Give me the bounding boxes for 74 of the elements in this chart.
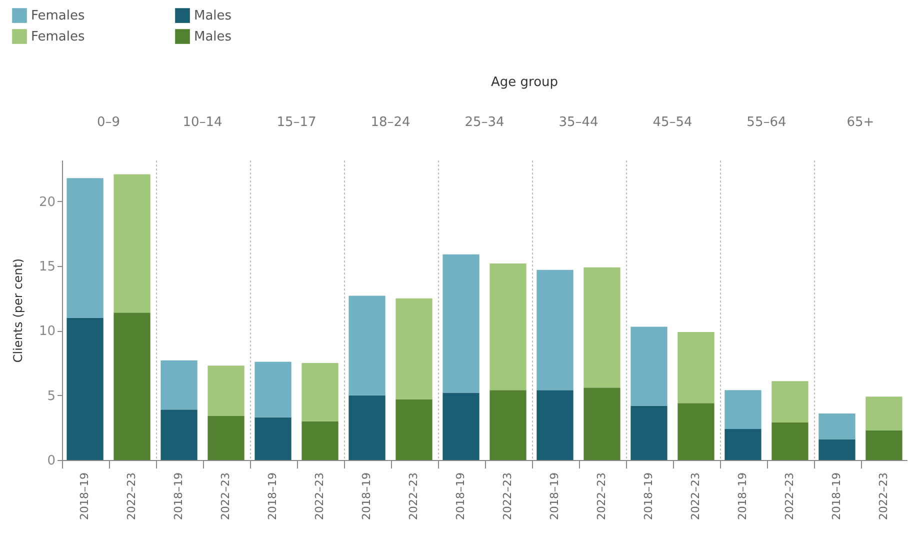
x-tick-label: 2022–23 [407, 472, 420, 520]
chart-title: Age group [490, 75, 558, 90]
x-tick-label: 2018–19 [266, 472, 280, 520]
bar [66, 318, 104, 460]
x-tick-label: 2018–19 [642, 472, 655, 520]
bar [678, 403, 714, 460]
x-tick-label: 2022–23 [876, 472, 890, 520]
x-tick-label: 2018–19 [830, 472, 843, 520]
bar [772, 422, 808, 460]
x-tick-label: 2022–23 [782, 472, 796, 520]
bar [396, 399, 432, 460]
text: 18–24 [370, 115, 410, 130]
x-tick-label: 2018–19 [360, 472, 374, 520]
bar [348, 296, 386, 396]
bar [630, 406, 668, 460]
bar [772, 381, 808, 422]
bar [160, 410, 198, 460]
text: 10–14 [182, 115, 222, 130]
bar [442, 254, 480, 393]
bar [818, 413, 856, 440]
x-tick-label: 2022–23 [501, 472, 514, 520]
y-tick-label: 20 [38, 194, 56, 210]
y-tick-label: 15 [38, 260, 56, 275]
x-tick-label: 2018–19 [172, 472, 186, 520]
text: 65+ [846, 115, 874, 130]
bar [866, 430, 902, 460]
bar [490, 263, 526, 390]
y-tick-label: 5 [47, 388, 56, 404]
bar [724, 428, 762, 460]
text: 0–9 [97, 115, 120, 130]
text: 25–34 [464, 115, 504, 130]
bar [678, 332, 714, 404]
bar [536, 390, 574, 460]
bar [66, 178, 104, 318]
bar [866, 396, 902, 430]
text: 15–17 [276, 115, 316, 130]
bar [114, 174, 150, 313]
bar [302, 421, 338, 460]
legend-label: Females [31, 8, 86, 24]
bar [630, 326, 668, 406]
legend-label: Males [194, 8, 232, 24]
bar [208, 366, 244, 416]
x-tick-label: 2022–23 [594, 472, 608, 520]
bar [254, 362, 292, 418]
text: 55–64 [746, 115, 786, 130]
text: 35–44 [558, 115, 598, 130]
bar [208, 416, 244, 460]
bar [490, 390, 526, 460]
x-tick-label: 2018–19 [736, 472, 749, 520]
bar [114, 312, 150, 460]
x-tick-label: 2022–23 [125, 472, 138, 520]
bar [584, 267, 620, 388]
legend-label: Males [194, 30, 232, 44]
y-axis-title: Clients (per cent) [10, 258, 25, 363]
bar [254, 417, 292, 460]
y-tick-label: 0 [47, 454, 56, 468]
bar [442, 392, 480, 460]
x-tick-label: 2018–19 [78, 472, 92, 520]
bar [396, 298, 432, 400]
x-tick-label: 2022–23 [688, 472, 702, 520]
x-tick-label: 2022–23 [313, 472, 326, 520]
bar [302, 363, 338, 422]
y-tick-label: 10 [38, 324, 56, 340]
bar [818, 439, 856, 460]
bar [724, 390, 762, 429]
bar [160, 360, 198, 410]
bar [584, 388, 620, 460]
bar [536, 270, 574, 390]
text: 45–54 [652, 115, 692, 130]
legend-label: Females [31, 30, 86, 44]
x-tick-label: 2018–19 [454, 472, 467, 520]
bar [348, 395, 386, 460]
x-tick-label: 2018–19 [548, 472, 561, 520]
x-tick-label: 2022–23 [219, 472, 232, 520]
